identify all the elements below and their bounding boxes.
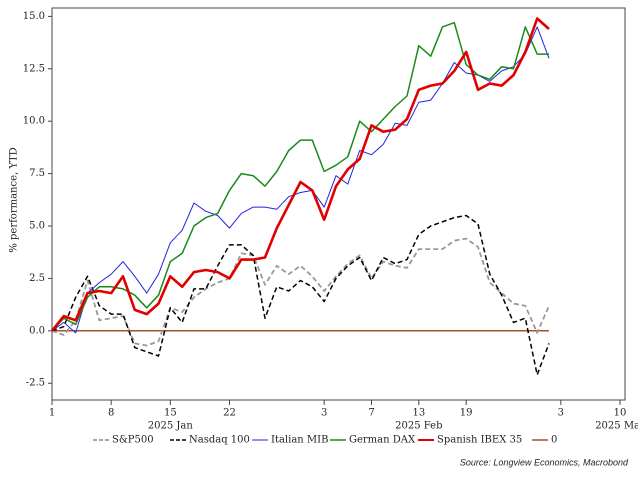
y-tick-label: -2.5 xyxy=(26,378,45,389)
source-note: Source: Longview Economics, Macrobond xyxy=(460,457,629,467)
y-tick-label: 5.0 xyxy=(29,221,45,232)
plot-frame xyxy=(51,7,626,401)
series-line xyxy=(51,21,549,332)
month-label: 2025 Jan xyxy=(148,421,194,432)
x-tick-label: 22 xyxy=(223,408,236,419)
y-tick-label: 15.0 xyxy=(23,11,45,22)
series-line xyxy=(51,214,550,376)
x-tick-label: 8 xyxy=(108,408,114,419)
x-tick-label: 7 xyxy=(368,408,374,419)
series-line xyxy=(51,26,550,334)
x-tick-label: 3 xyxy=(321,408,327,419)
y-tick-label: 0.0 xyxy=(29,325,45,336)
legend-label: Italian MIB xyxy=(271,435,328,446)
y-tick-label: 10.0 xyxy=(23,116,45,127)
legend-label: Spanish IBEX 35 xyxy=(437,435,522,446)
legend-label: S&P500 xyxy=(112,435,154,446)
legend-label: Nasdaq 100 xyxy=(189,435,250,446)
series-line xyxy=(51,237,550,347)
x-tick-label: 19 xyxy=(460,408,473,419)
series-line xyxy=(50,17,550,332)
y-axis-label: % performance, YTD xyxy=(9,147,20,252)
month-label: 2025 Mar xyxy=(595,421,638,432)
x-tick-label: 13 xyxy=(412,408,425,419)
legend-label: German DAX xyxy=(349,435,416,446)
y-tick-label: 12.5 xyxy=(23,63,45,74)
x-tick-label: 1 xyxy=(49,408,55,419)
x-tick-label: 3 xyxy=(558,408,564,419)
month-label: 2025 Feb xyxy=(395,421,442,432)
x-tick-label: 15 xyxy=(164,408,177,419)
y-tick-label: 2.5 xyxy=(29,273,45,284)
y-tick-label: 7.5 xyxy=(29,168,45,179)
legend-label: 0 xyxy=(551,435,557,446)
x-tick-label: 10 xyxy=(614,408,627,419)
